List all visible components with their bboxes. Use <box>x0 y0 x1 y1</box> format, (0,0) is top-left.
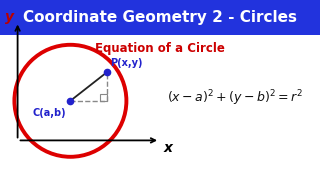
Text: Coordinate Geometry 2 - Circles: Coordinate Geometry 2 - Circles <box>23 10 297 25</box>
Text: y: y <box>5 10 14 24</box>
Text: P(x,y): P(x,y) <box>110 58 143 68</box>
Text: x: x <box>164 141 172 155</box>
Text: $(x - a)^2 + (y - b)^2 = r^2$: $(x - a)^2 + (y - b)^2 = r^2$ <box>167 88 303 108</box>
Text: Equation of a Circle: Equation of a Circle <box>95 42 225 55</box>
Bar <box>100 94 107 101</box>
Bar <box>0 0 320 35</box>
Text: C(a,b): C(a,b) <box>33 107 67 118</box>
